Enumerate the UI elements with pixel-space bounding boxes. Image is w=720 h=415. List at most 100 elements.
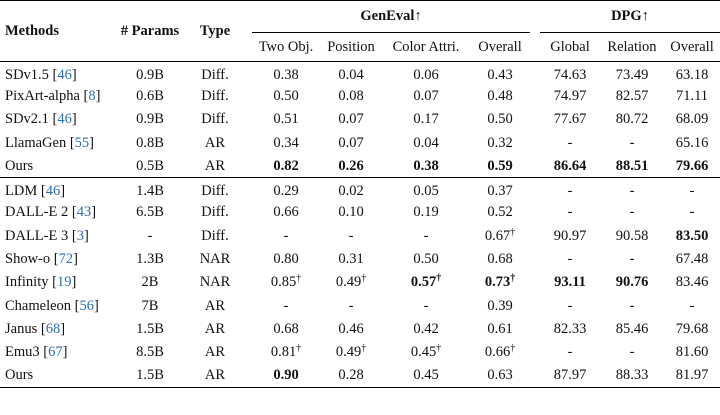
method-cell: LDM [46] [0, 177, 112, 202]
dpg-cell: 71.11 [664, 85, 720, 108]
citation-link[interactable]: 68 [45, 320, 61, 337]
col-header-two-obj: Two Obj. [258, 38, 314, 55]
dpg-cell: 80.72 [600, 108, 664, 131]
geneval-cell: 0.43 [470, 60, 530, 85]
dpg-cell-value: - [567, 204, 573, 221]
geneval-cell-value: - [283, 297, 289, 314]
params-cell: - [112, 225, 188, 248]
params-cell-value: 0.5B [136, 157, 164, 174]
table-row: DALL-E 3 [3] - Diff. - - - 0.67† 90.97 90.58 83.5… [0, 225, 720, 248]
dagger-mark: † [510, 273, 516, 285]
type-cell-value: Diff. [201, 227, 229, 244]
geneval-cell-value: 0.31 [338, 251, 364, 268]
dpg-cell: - [540, 177, 600, 202]
dpg-cell-value: - [629, 297, 635, 314]
geneval-cell: 0.50 [252, 85, 320, 108]
geneval-cell: 0.07 [382, 85, 470, 108]
table-row: Ours 0.5B AR 0.82 0.26 0.38 0.59 86.64 88.51 79.6… [0, 155, 720, 178]
dpg-cell-value: 65.16 [675, 134, 709, 151]
citation-link[interactable]: 8 [88, 87, 96, 104]
geneval-cell: 0.66 [252, 201, 320, 224]
params-cell-value: 7B [141, 297, 159, 314]
type-cell: Diff. [188, 225, 242, 248]
method-name: Ours [5, 367, 34, 384]
geneval-cell: 0.17 [382, 108, 470, 131]
params-cell-value: 2B [141, 274, 159, 291]
citation-link[interactable]: 67 [48, 344, 63, 361]
dpg-cell-value: 79.68 [675, 320, 709, 337]
method-name: Show-o [5, 251, 51, 268]
dpg-cell-value: 88.51 [615, 157, 649, 174]
dpg-cell: 63.18 [664, 60, 720, 85]
dpg-cell-value: - [689, 297, 695, 314]
citation-link[interactable]: 72 [58, 251, 74, 268]
citation-link[interactable]: 46 [57, 111, 72, 128]
geneval-cell-value: 0.04 [413, 134, 439, 151]
dpg-cell: - [664, 294, 720, 317]
dpg-cell-value: 82.33 [553, 320, 587, 337]
dagger-mark: † [361, 273, 367, 285]
geneval-cell: 0.50 [382, 248, 470, 271]
dpg-cell-value: 74.63 [553, 66, 587, 83]
dpg-cell: 82.57 [600, 85, 664, 108]
geneval-cell-value: 0.17 [413, 111, 439, 128]
dpg-cell-value: 80.72 [615, 111, 649, 128]
citation-link[interactable]: 46 [45, 183, 61, 200]
type-cell: NAR [188, 271, 242, 294]
dpg-cell: - [540, 201, 600, 224]
citation-link[interactable]: 46 [57, 66, 72, 83]
method-cell: PixArt-alpha [8] [5, 87, 101, 104]
method-cell: Infinity [19] [5, 274, 77, 291]
method-cell: DALL-E 2 [43] [5, 204, 97, 221]
geneval-cell-value: 0.05 [413, 183, 439, 200]
geneval-cell-value: - [423, 297, 429, 314]
geneval-cell-value: - [348, 297, 354, 314]
geneval-cell: 0.04 [320, 60, 382, 85]
geneval-cell-value: 0.02 [338, 183, 364, 200]
geneval-cell-value: 0.50 [273, 87, 299, 104]
type-cell: AR [188, 155, 242, 178]
dpg-cell-value: - [689, 183, 695, 200]
geneval-cell: 0.48 [470, 85, 530, 108]
geneval-cell-value: 0.73 [484, 274, 511, 291]
geneval-cell-value: 0.50 [487, 111, 513, 128]
dpg-cell: 83.50 [664, 225, 720, 248]
table-row: Chameleon [56] 7B AR - - - 0.39 - - - [0, 294, 720, 317]
citation-link[interactable]: 19 [56, 274, 72, 291]
header-row-2: Two Obj. Position Color Attri. Overall G… [0, 33, 720, 62]
dpg-cell-value: - [567, 297, 573, 314]
col-header-position: Position [327, 38, 375, 55]
table-row: Ours 1.5B AR 0.90 0.28 0.45 0.63 87.97 88.33 81.9… [0, 364, 720, 389]
citation-link[interactable]: 3 [76, 227, 84, 244]
dpg-cell: 81.60 [664, 341, 720, 364]
type-cell-value: AR [204, 320, 226, 337]
dpg-cell: - [664, 177, 720, 202]
params-cell: 0.8B [112, 131, 188, 154]
geneval-cell: 0.42 [382, 318, 470, 341]
dpg-cell: 87.97 [540, 364, 600, 389]
dagger-mark: † [510, 226, 516, 238]
geneval-cell-value: 0.26 [338, 157, 364, 174]
table-row: Show-o [72] 1.3B NAR 0.80 0.31 0.50 0.68 - - 67.4… [0, 248, 720, 271]
citation-link[interactable]: 55 [74, 134, 90, 151]
type-cell-value: AR [204, 157, 226, 174]
citation-link[interactable]: 43 [76, 204, 92, 221]
geneval-cell: 0.07 [320, 131, 382, 154]
geneval-cell: 0.02 [320, 177, 382, 202]
geneval-cell: 0.10 [320, 201, 382, 224]
geneval-cell-value: 0.82 [273, 157, 299, 174]
params-cell-value: 0.9B [136, 111, 164, 128]
geneval-cell-value: 0.49 [335, 344, 362, 361]
geneval-cell: 0.46 [320, 318, 382, 341]
method-name: Chameleon [5, 297, 72, 314]
method-cell: Chameleon [56] [5, 297, 99, 314]
method-name: LDM [5, 183, 38, 200]
geneval-cell-value: 0.06 [413, 66, 439, 83]
geneval-cell-value: 0.08 [338, 87, 364, 104]
type-cell: AR [188, 294, 242, 317]
dpg-cell: - [540, 248, 600, 271]
dpg-cell: 74.97 [540, 85, 600, 108]
arrow-up-icon: ↑ [641, 8, 649, 24]
citation-link[interactable]: 56 [79, 297, 95, 314]
geneval-cell-value: 0.07 [338, 134, 364, 151]
